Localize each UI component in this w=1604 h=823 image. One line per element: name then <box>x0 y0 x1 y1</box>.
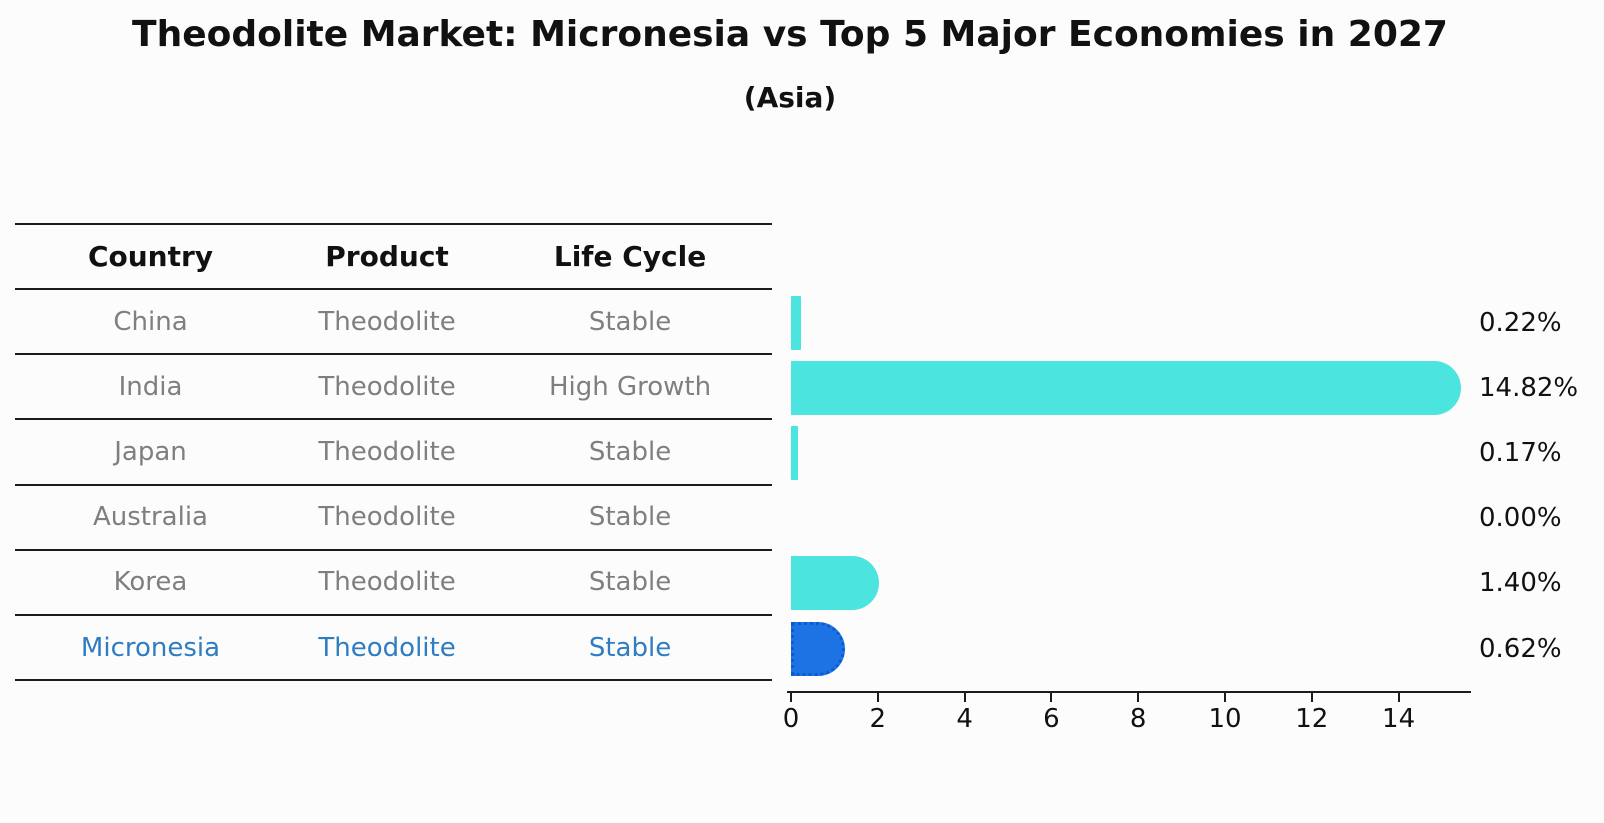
table-row-india: India Theodolite High Growth <box>15 355 772 421</box>
x-tick-mark <box>963 693 966 702</box>
summary-table: Country Product Life Cycle China Theodoli… <box>15 223 772 682</box>
value-label-micronesia: 0.62% <box>1479 633 1562 664</box>
value-label-korea: 1.40% <box>1479 568 1562 599</box>
table-row-china: China Theodolite Stable <box>15 290 772 356</box>
table-header-country: Country <box>87 240 214 273</box>
bar-india <box>791 360 1462 415</box>
table-header-row: Country Product Life Cycle <box>15 223 772 290</box>
table-row-australia: Australia Theodolite Stable <box>15 486 772 551</box>
x-axis-line <box>787 691 1471 693</box>
table-header-lifecycle: Life Cycle <box>553 240 707 273</box>
table-cell-product: Theodolite <box>318 436 456 467</box>
x-tick-mark <box>1050 693 1053 702</box>
table-cell-life-cycle: Stable <box>588 567 672 598</box>
table-cell-country: Japan <box>114 436 187 467</box>
x-tick-mark <box>1310 693 1313 702</box>
table-cell-product: Theodolite <box>318 306 456 337</box>
table-cell-life-cycle: Stable <box>588 502 672 533</box>
table-cell-life-cycle: Stable <box>588 306 672 337</box>
x-tick-label: 14 <box>1382 704 1416 734</box>
x-tick-mark <box>1224 693 1226 702</box>
table-cell-country: Australia <box>92 502 208 533</box>
table-cell-life-cycle: Stable <box>588 436 672 467</box>
table-cell-product: Theodolite <box>318 632 456 663</box>
table-cell-life-cycle: Stable <box>588 632 672 663</box>
value-label-japan: 0.17% <box>1479 438 1562 468</box>
table-row-japan: Japan Theodolite Stable <box>15 420 772 486</box>
chart-subtitle: (Asia) <box>743 81 837 114</box>
table-cell-country: Korea <box>113 567 188 598</box>
table-cell-product: Theodolite <box>318 567 456 598</box>
table-cell-country: China <box>113 306 188 337</box>
x-tick-mark <box>876 693 879 702</box>
value-label-australia: 0.00% <box>1479 503 1562 534</box>
table-cell-country: Micronesia <box>80 632 221 663</box>
x-tick-label: 4 <box>956 704 973 734</box>
bar-japan <box>791 426 799 480</box>
x-tick-label: 6 <box>1043 704 1060 734</box>
table-row-korea: Korea Theodolite Stable <box>15 551 772 616</box>
bar-micronesia <box>791 621 845 676</box>
table-body: China Theodolite Stable India Theodolite High… <box>15 290 772 682</box>
x-tick-mark <box>1397 693 1400 702</box>
x-tick-label: 0 <box>782 704 800 734</box>
value-label-china: 0.22% <box>1479 307 1562 338</box>
table-header-product: Product <box>325 240 449 273</box>
chart-title: Theodolite Market: Micronesia vs Top 5 M… <box>132 14 1448 55</box>
table-cell-life-cycle: High Growth <box>548 371 712 402</box>
x-tick-label: 12 <box>1295 704 1329 734</box>
x-tick-mark <box>1137 693 1140 702</box>
table-cell-product: Theodolite <box>318 371 456 402</box>
bar-korea <box>791 556 879 611</box>
table-row-micronesia: Micronesia Theodolite Stable <box>15 616 772 682</box>
table-cell-product: Theodolite <box>318 502 456 533</box>
bar-china <box>791 295 801 350</box>
value-label-india: 14.82% <box>1479 372 1579 403</box>
x-tick-label: 10 <box>1208 704 1242 734</box>
table-cell-country: India <box>118 371 183 402</box>
x-tick-label: 8 <box>1129 704 1147 734</box>
x-tick-mark <box>790 693 792 702</box>
x-tick-label: 2 <box>869 704 887 734</box>
